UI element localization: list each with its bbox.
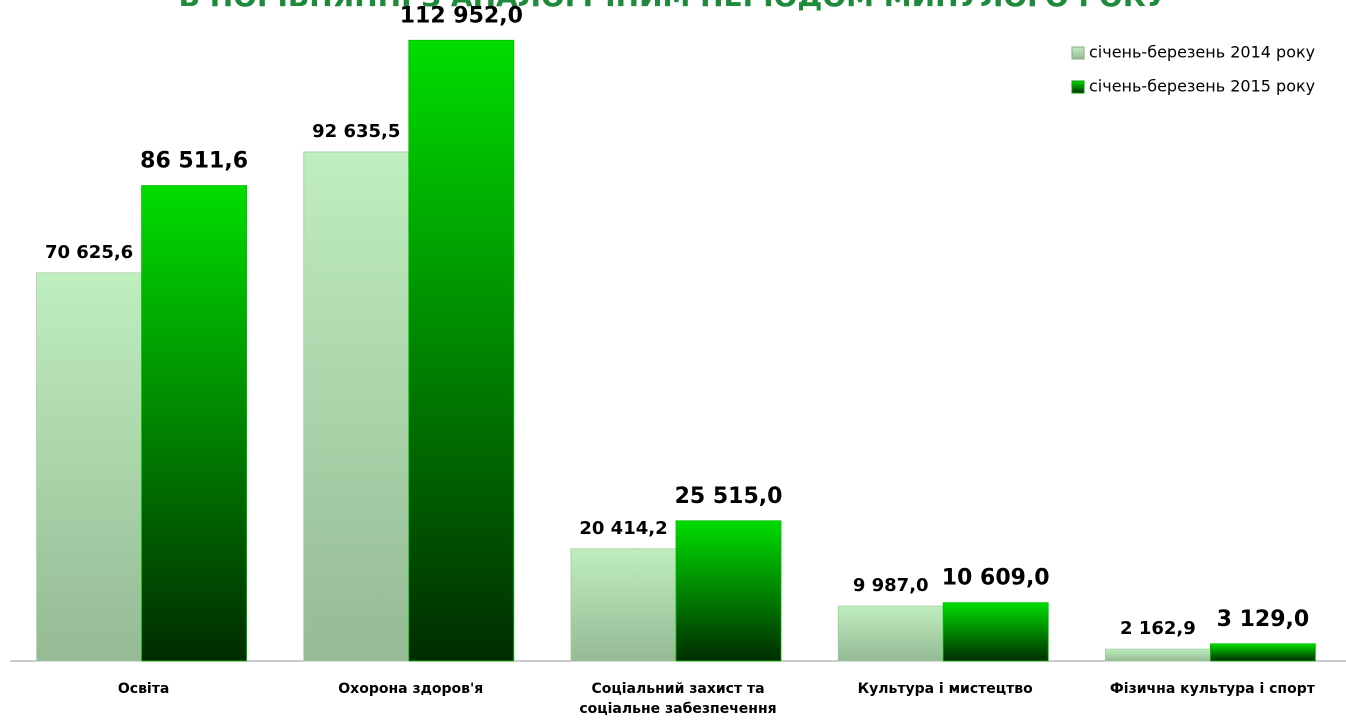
bar <box>141 185 248 662</box>
bar <box>408 39 515 662</box>
bar <box>942 602 1049 662</box>
legend-swatch <box>1071 80 1085 94</box>
legend-swatch <box>1071 46 1085 60</box>
data-label: 3 129,0 <box>1217 607 1310 632</box>
data-label: 9 987,0 <box>853 575 929 596</box>
x-tick-label: Фізична культура і спорт <box>1109 681 1315 697</box>
x-tick-label: Соціальний захист та соціальне забезпече… <box>579 681 777 717</box>
data-label: 86 511,6 <box>140 149 248 174</box>
data-label: 20 414,2 <box>579 518 667 539</box>
bar <box>1105 648 1211 662</box>
chart-title: В ПОРІВНЯННІ З АНАЛОГІЧНИМ ПЕРІОДОМ МИНУ… <box>179 0 1168 13</box>
bar <box>570 548 677 662</box>
data-label: 92 635,5 <box>312 121 400 142</box>
bar <box>675 520 782 662</box>
data-label: 10 609,0 <box>942 566 1050 591</box>
x-tick-label: Охорона здоров'я <box>338 681 484 697</box>
bar <box>837 605 944 662</box>
data-label: 25 515,0 <box>675 484 783 509</box>
data-label: 2 162,9 <box>1120 618 1196 639</box>
bar <box>303 151 410 662</box>
bar <box>36 272 142 662</box>
legend-label: січень-березень 2014 року <box>1089 43 1315 62</box>
x-tick-label: Освіта <box>117 681 170 697</box>
x-tick-label: Культура і мистецтво <box>857 681 1033 697</box>
bar <box>1210 643 1316 662</box>
data-label: 70 625,6 <box>45 242 133 263</box>
legend-label: січень-березень 2015 року <box>1089 77 1315 96</box>
data-label: 112 952,0 <box>400 3 523 28</box>
